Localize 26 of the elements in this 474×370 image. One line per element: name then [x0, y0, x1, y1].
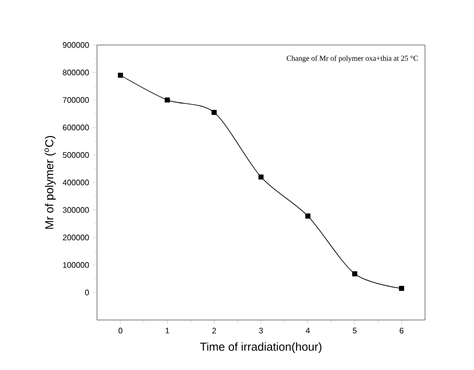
x-tick-label: 3	[259, 328, 263, 334]
y-tick-label: 700000	[62, 97, 89, 103]
y-axis-title: Mr of polymer ($^{o}$C)	[44, 136, 56, 229]
point	[212, 110, 217, 115]
y-tick-label: 100000	[63, 262, 89, 268]
x-tick-label: 0	[118, 328, 122, 334]
x-axis-title: Time of irradiation(hour)	[200, 342, 322, 354]
y-tick-label: 0	[85, 290, 89, 296]
point	[258, 174, 264, 180]
y-tick-label: 400000	[62, 180, 89, 186]
x-tick-label: 6	[400, 328, 404, 334]
point	[305, 214, 310, 219]
point	[118, 72, 123, 78]
point	[352, 271, 358, 276]
y-tick-label: 300000	[62, 207, 89, 213]
y-tick-label: 600000	[62, 124, 89, 130]
x-tick-label: 5	[352, 328, 357, 334]
y-tick-label: 200000	[62, 234, 89, 240]
y-tick-label: 900000	[62, 42, 89, 48]
x-tick-label: 4	[306, 328, 310, 334]
x-tick-label: 2	[212, 328, 216, 334]
y-tick-label: 500000	[62, 152, 89, 158]
x-tick-label: 1	[166, 328, 170, 334]
point	[399, 286, 404, 291]
y-tick-label: 800000	[62, 70, 89, 76]
point	[164, 97, 170, 103]
